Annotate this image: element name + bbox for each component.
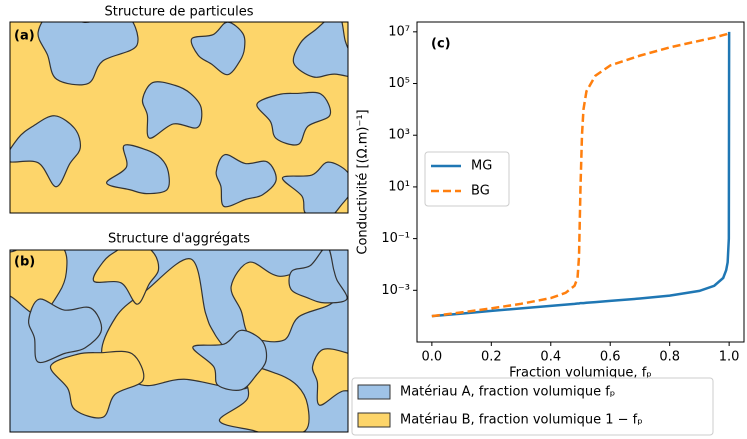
legend-box [424,151,510,207]
legend-label: MG [471,159,492,174]
x-tick-label: 0.0 [422,350,443,365]
series-line [431,31,731,318]
aggregate [92,250,160,305]
x-tick-label: 0.4 [540,350,561,365]
y-axis-label: Conductivité [(Ω.m)⁻¹] [356,109,371,254]
legend-label: Matériau B, fraction volumique 1 − fₚ [400,413,643,428]
aggregate [311,348,348,406]
x-tick-label: 0.8 [659,350,680,365]
legend-box [351,377,714,436]
annotation: (c) [431,37,451,52]
legend-label: Matériau A, fraction volumique fₚ [400,385,615,400]
panel-label: (a) [14,29,35,44]
aggregate [288,250,348,304]
y-tick-label: 10¹ [388,179,410,194]
y-tick-label: 10⁻³ [381,283,410,298]
y-tick-label: 10⁵ [388,76,410,91]
particle [10,115,82,188]
particle [106,144,170,195]
particle [256,91,332,146]
panel-label: (b) [14,255,35,270]
legend-swatch [357,412,391,428]
particle [215,153,277,208]
y-tick-label: 10⁻¹ [381,231,410,246]
panel-a-frame [9,21,349,214]
particle [37,22,139,86]
aggregate [192,329,268,391]
panel-b-frame [9,249,349,433]
plot-frame [416,21,745,343]
material-legend: Matériau A, fraction volumique fₚ Matéria… [351,377,714,436]
particle [292,22,348,78]
x-tick-label: 0.2 [481,350,502,365]
aggregate [49,350,145,419]
x-tick-label: 1.0 [719,350,740,365]
legend-swatch [357,384,391,400]
particle [190,22,246,76]
legend-label: BG [471,184,490,199]
panel-b-art [10,250,348,432]
particle [141,81,203,139]
x-tick-label: 0.6 [600,350,621,365]
panel-title: Structure de particules [104,5,253,20]
x-axis-label: Fraction volumique, fₚ [509,366,652,381]
chart: 10⁻³ 10⁻¹ 10¹ 10³ 10⁵ 10⁷ 0.0 0.2 0.4 0.6 0.8 1.0 Fr… [356,21,745,381]
aggregate [218,365,310,432]
aggregate [28,298,103,364]
panel-title: Structure d'aggrégats [108,232,250,247]
panel-a-art [10,22,348,213]
y-tick-label: 10⁷ [388,24,410,39]
particle [281,161,348,213]
series-line [431,31,731,318]
y-tick-label: 10³ [388,128,410,143]
